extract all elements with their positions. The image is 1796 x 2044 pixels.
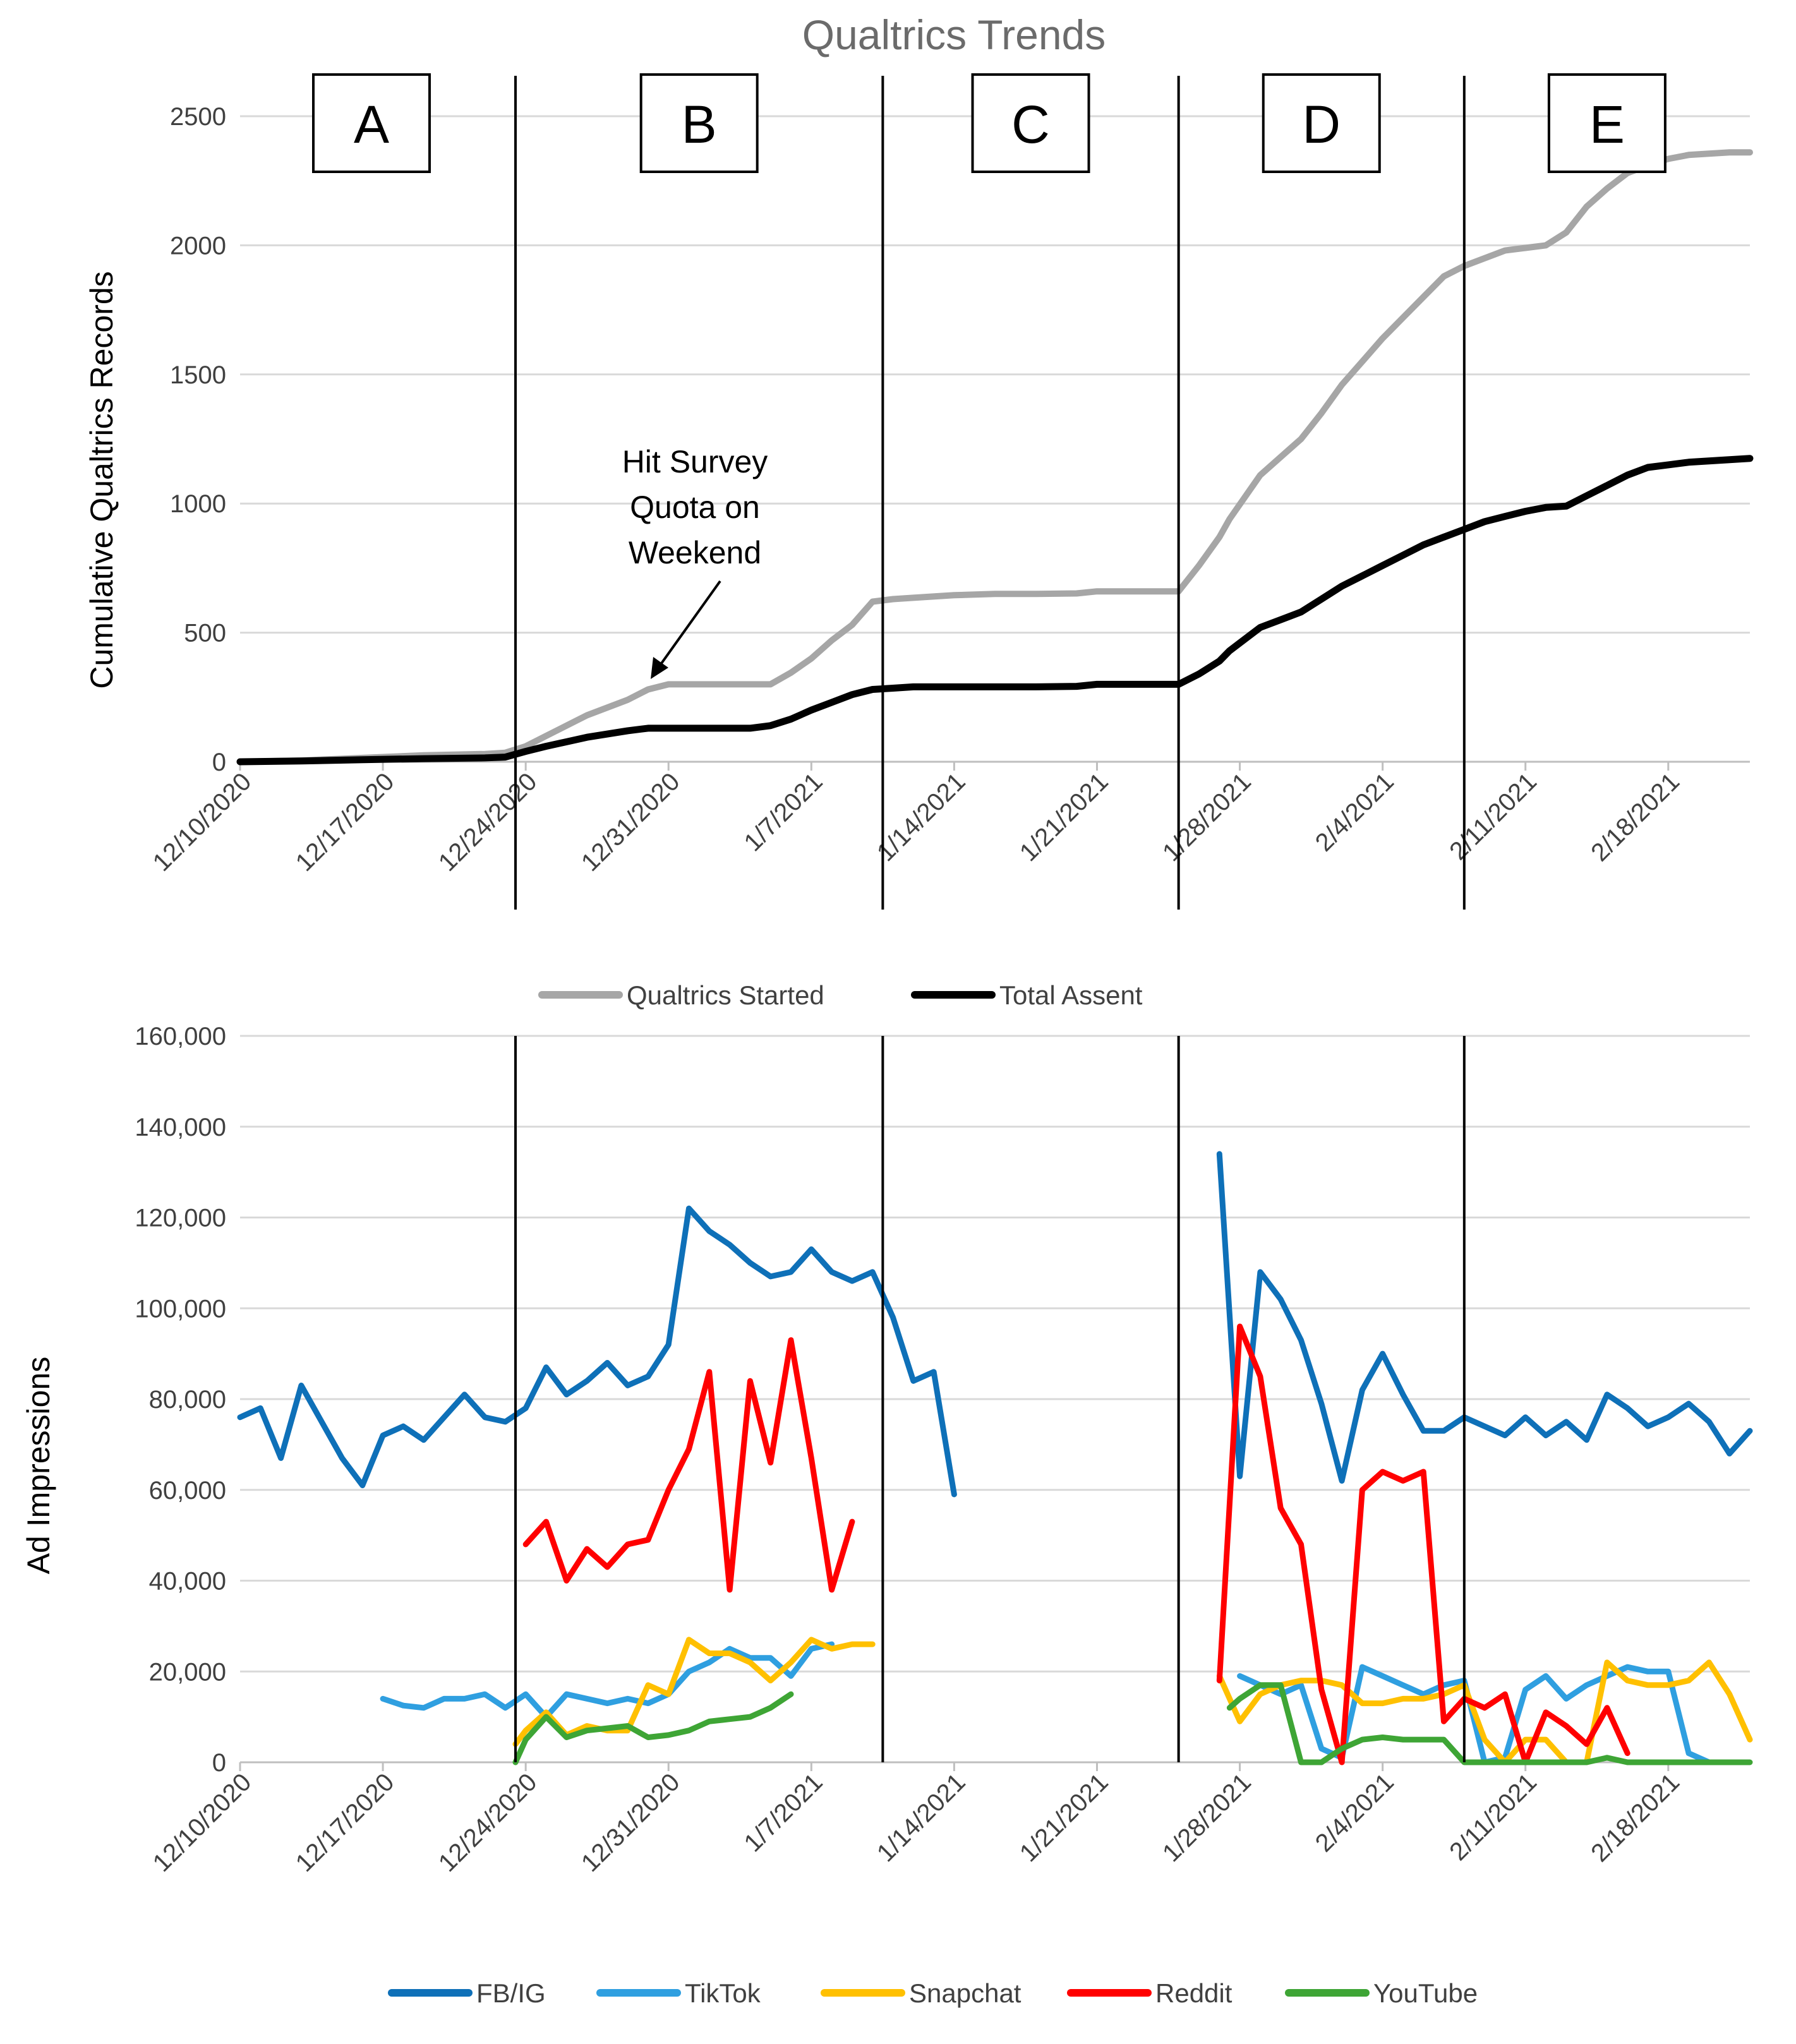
bottom-grid (240, 1035, 1750, 1764)
bottom-x-tick-label: 1/14/2021 (872, 1768, 971, 1867)
chart-title: Qualtrics Trends (802, 11, 1106, 58)
top-x-tick-label: 12/10/2020 (148, 767, 257, 877)
bottom-y-tick-label: 100,000 (135, 1295, 226, 1323)
series-line-reddit-segment-1 (522, 1337, 855, 1593)
bottom-y-axis-label: Ad Impressions (21, 1357, 56, 1575)
bottom-x-tick-label: 12/31/2020 (576, 1768, 685, 1877)
annotation-arrow (656, 580, 721, 671)
bottom-y-tick-label: 80,000 (149, 1386, 226, 1414)
phase-box-b (639, 73, 759, 173)
series-line-tiktok-segment-1 (380, 1641, 835, 1720)
legend-label-youtube: YouTube (1373, 1978, 1478, 2008)
top-y-tick-label: 2000 (170, 232, 226, 260)
bottom-x-tick-label: 1/7/2021 (738, 1768, 828, 1857)
bottom-y-tick-label: 60,000 (149, 1477, 226, 1505)
series-line-reddit-segment-2 (1216, 1323, 1630, 1765)
annotation-line-3: Weekend (629, 535, 761, 570)
legend-label-snapchat: Snapchat (909, 1978, 1022, 2008)
series-line-total-assent (236, 455, 1754, 766)
bottom-x-tick-label: 2/18/2021 (1586, 1768, 1685, 1867)
phase-box-e (1547, 73, 1666, 173)
legend-label-tiktok: TikTok (685, 1978, 761, 2008)
top-x-tick-label: 2/11/2021 (1444, 767, 1542, 865)
series-line-youtube-segment-2 (1226, 1682, 1753, 1765)
top-y-axis-label: Cumulative Qualtrics Records (84, 271, 119, 688)
phase-label-d: D (1302, 95, 1341, 154)
top-x-tick-label: 12/17/2020 (291, 767, 400, 877)
bottom-series (237, 1151, 1753, 1765)
phase-label-a: A (354, 95, 389, 154)
bottom-legend: FB/IG TikTok Snapchat Reddit YouTube (388, 1978, 1478, 2008)
top-x-tick-label: 1/28/2021 (1157, 767, 1257, 867)
top-series (236, 149, 1754, 766)
legend-label-reddit: Reddit (1155, 1978, 1232, 2008)
annotation-line-1: Hit Survey (622, 444, 768, 479)
series-line-qualtrics-started (237, 149, 1753, 765)
legend-label-qualtrics-started: Qualtrics Started (627, 980, 824, 1010)
top-phase-dividers (514, 76, 1466, 910)
bottom-y-ticks: 0 20,000 40,000 60,000 80,000 100,000 120,000 1… (135, 1023, 226, 1777)
bottom-phase-dividers (514, 1036, 1466, 1762)
bottom-x-tick-label: 12/24/2020 (433, 1768, 543, 1877)
phase-box-d (1262, 73, 1381, 173)
bottom-y-tick-label: 40,000 (149, 1568, 226, 1596)
phase-label-b: B (682, 95, 717, 154)
top-x-tick-label: 1/21/2021 (1015, 767, 1114, 867)
top-y-tick-label: 500 (184, 620, 226, 647)
phase-label-e: E (1589, 95, 1625, 154)
bottom-x-tick-label: 12/10/2020 (148, 1768, 257, 1877)
top-x-tick-label: 1/14/2021 (872, 767, 971, 867)
bottom-y-tick-label: 160,000 (135, 1023, 226, 1050)
bottom-x-tick-label: 2/11/2021 (1444, 1768, 1542, 1866)
phase-label-c: C (1011, 95, 1050, 154)
top-x-tick-label: 12/24/2020 (433, 767, 543, 877)
bottom-y-tick-label: 120,000 (135, 1205, 226, 1232)
series-line-fb-ig-segment-2 (1216, 1151, 1753, 1484)
series-line-fb-ig-segment-1 (237, 1205, 957, 1498)
bottom-x-tick-label: 2/4/2021 (1310, 1768, 1399, 1857)
top-y-tick-label: 1000 (170, 490, 226, 518)
bottom-x-ticks: 12/10/2020 12/17/2020 12/24/2020 12/31/2020… (148, 1762, 1685, 1877)
annotation: Hit Survey Quota on Weekend (622, 444, 768, 679)
bottom-y-tick-label: 0 (212, 1749, 226, 1777)
series-line-snapchat-segment-2 (1216, 1659, 1753, 1765)
bottom-x-tick-label: 1/21/2021 (1015, 1768, 1114, 1867)
top-y-tick-label: 1500 (170, 361, 226, 389)
series-line-youtube-segment-1 (512, 1691, 794, 1765)
bottom-x-tick-label: 1/28/2021 (1157, 1768, 1257, 1867)
top-x-tick-label: 12/31/2020 (576, 767, 685, 877)
bottom-x-tick-label: 12/17/2020 (291, 1768, 400, 1877)
top-grid (240, 115, 1750, 763)
top-x-tick-label: 2/18/2021 (1586, 767, 1685, 867)
top-y-ticks: 0 500 1000 1500 2000 2500 (170, 103, 226, 776)
bottom-y-tick-label: 20,000 (149, 1658, 226, 1686)
legend-label-fb-ig: FB/IG (476, 1978, 546, 2008)
phase-box-a (312, 73, 431, 173)
top-legend: Qualtrics Started Total Assent (538, 980, 1143, 1010)
annotation-arrowhead (651, 657, 668, 679)
top-y-tick-label: 2500 (170, 103, 226, 131)
phase-labels: A B C D E (312, 73, 1666, 173)
phase-box-c (971, 73, 1090, 173)
bottom-y-tick-label: 140,000 (135, 1114, 226, 1141)
legend-label-total-assent: Total Assent (999, 980, 1143, 1010)
annotation-line-2: Quota on (630, 490, 760, 525)
top-x-ticks: 12/10/2020 12/17/2020 12/24/2020 12/31/2020… (148, 762, 1685, 877)
top-x-tick-label: 1/7/2021 (738, 767, 828, 857)
top-y-tick-label: 0 (212, 748, 226, 776)
top-x-tick-label: 2/4/2021 (1310, 767, 1399, 857)
series-line-tiktok-segment-2 (1237, 1664, 1712, 1765)
